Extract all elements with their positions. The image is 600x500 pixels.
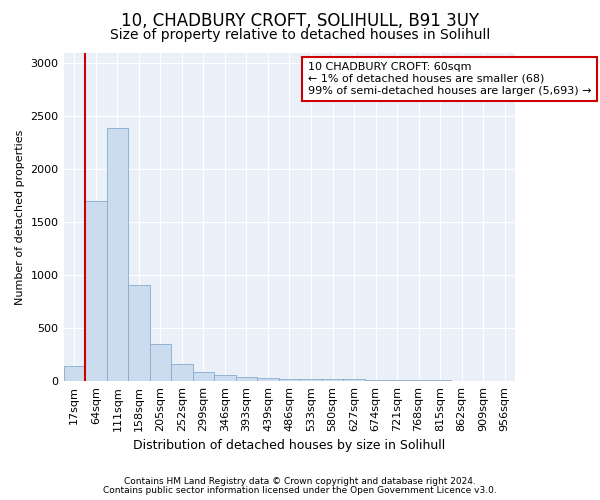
X-axis label: Distribution of detached houses by size in Solihull: Distribution of detached houses by size … [133, 440, 446, 452]
Bar [193, 372, 214, 381]
Bar [343, 380, 365, 381]
Bar [214, 376, 236, 381]
Bar [472, 380, 494, 381]
Text: Contains HM Land Registry data © Crown copyright and database right 2024.: Contains HM Land Registry data © Crown c… [124, 477, 476, 486]
Bar [85, 201, 107, 381]
Bar [149, 344, 171, 381]
Text: 10, CHADBURY CROFT, SOLIHULL, B91 3UY: 10, CHADBURY CROFT, SOLIHULL, B91 3UY [121, 12, 479, 30]
Bar [386, 380, 408, 381]
Bar [322, 379, 343, 381]
Bar [365, 380, 386, 381]
Bar [171, 364, 193, 381]
Bar [107, 128, 128, 381]
Bar [408, 380, 430, 381]
Bar [430, 380, 451, 381]
Text: Size of property relative to detached houses in Solihull: Size of property relative to detached ho… [110, 28, 490, 42]
Text: Contains public sector information licensed under the Open Government Licence v3: Contains public sector information licen… [103, 486, 497, 495]
Y-axis label: Number of detached properties: Number of detached properties [15, 129, 25, 304]
Text: 10 CHADBURY CROFT: 60sqm
← 1% of detached houses are smaller (68)
99% of semi-de: 10 CHADBURY CROFT: 60sqm ← 1% of detache… [308, 62, 591, 96]
Bar [279, 378, 300, 381]
Bar [300, 379, 322, 381]
Bar [451, 380, 472, 381]
Bar [64, 366, 85, 381]
Bar [128, 284, 149, 381]
Bar [236, 377, 257, 381]
Bar [257, 378, 279, 381]
